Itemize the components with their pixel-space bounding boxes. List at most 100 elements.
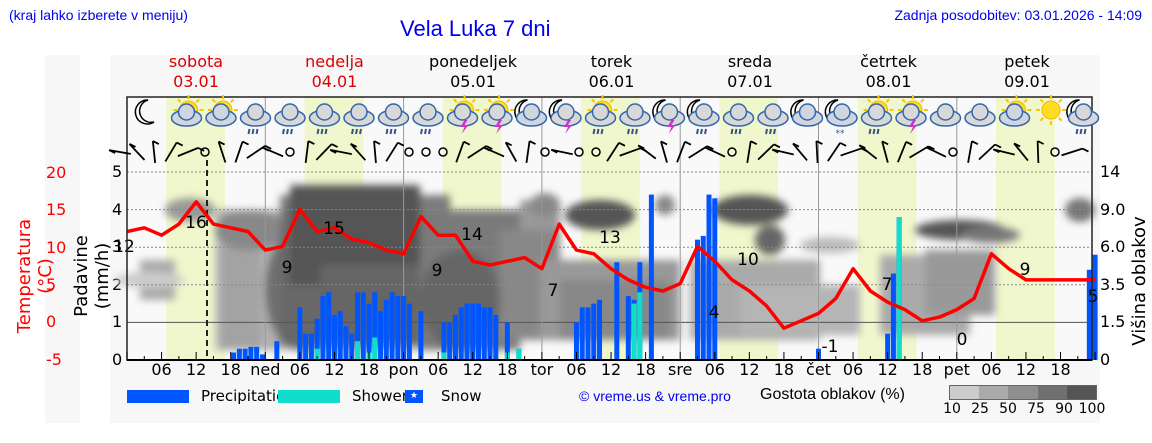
x-tick-label: 06 [427,360,449,379]
day-header-6: petek 09.01 [967,52,1087,92]
last-update: Zadnja posodobitev: 03.01.2026 - 14:09 [894,7,1142,23]
x-tick-label: 18 [497,360,518,379]
cloud-density-tick: 25 [971,401,989,417]
svg-text:16: 16 [185,213,207,233]
day-name: nedelja [305,52,364,71]
day-name: ponedeljek [429,52,517,71]
svg-text:14: 14 [461,225,483,245]
day-name: četrtek [860,52,917,71]
svg-text:7: 7 [548,281,559,301]
x-tick-label: 12 [462,360,483,379]
cloud-density-scale [949,385,1097,400]
x-tick-label: pet [943,360,970,379]
x-tick-label: 06 [842,360,864,379]
x-tick-label: 12 [739,360,760,379]
x-tick-label: 18 [912,360,933,379]
day-date: 08.01 [865,72,912,91]
temp-tick: 20 [46,163,67,182]
x-tick-label: 12 [877,360,898,379]
svg-text:9: 9 [282,258,293,278]
x-tick-label: 18 [220,360,241,379]
svg-text:12: 12 [113,237,135,257]
day-date: 04.01 [311,72,358,91]
precip-tick: 0 [112,349,123,369]
day-name: torek [590,52,633,71]
precipitation-swatch [127,389,189,403]
day-header-4: sreda 07.01 [690,52,810,92]
x-tick-label: sre [667,360,693,379]
cloud-density-tick: 90 [1055,401,1073,417]
temp-tick: 5 [46,274,57,294]
cloud-height-tick: 0 [1100,349,1111,369]
svg-text:9: 9 [1020,260,1031,280]
snow-star-icon: ★ [405,389,423,403]
temp-tick: -5 [46,349,62,369]
wind-barbs-row [108,140,1089,164]
day-date: 09.01 [1004,72,1050,91]
cloud-density-tick: 50 [999,401,1017,417]
x-tick-label: čet [806,360,831,379]
precip-tick: 4 [112,199,123,219]
legend-precipitation: Precipitation [127,387,295,405]
legend-snow: ★ Snow [405,387,481,405]
svg-text:-1: -1 [822,337,839,357]
x-tick-label: 06 [981,360,1002,379]
legend-showers: Showers [278,387,416,405]
temp-axis-panel [45,55,80,423]
svg-text:10: 10 [737,250,759,270]
day-name: sobota [168,52,224,71]
day-date: 07.01 [727,72,773,91]
svg-text:7: 7 [882,275,893,295]
cloud-height-tick: 1.5 [1100,312,1126,331]
x-tick-label: 18 [635,360,656,379]
svg-text:13: 13 [599,228,621,248]
cloud-density-tick: 10 [943,401,961,417]
x-tick-label: 06 [704,360,725,379]
day-date: 03.01 [173,72,219,91]
x-tick-label: tor [530,360,554,379]
cloud-density-tick: 75 [1027,401,1045,417]
svg-text:4: 4 [709,303,720,323]
cloud-height-tick: 9.0 [1100,199,1126,219]
x-tick-label: 06 [566,360,587,379]
page-title: Vela Luka 7 dni [400,16,551,41]
day-header-1: nedelja 04.01 [275,52,395,92]
region-menu-hint[interactable]: (kraj lahko izberete v meniju) [9,7,188,23]
x-tick-label: ned [250,360,281,379]
x-tick-label: 12 [600,360,622,379]
day-header-5: četrtek 08.01 [829,52,949,92]
copyright-link[interactable]: © vreme.us & vreme.pro [579,388,731,404]
cloud-density-label: Gostota oblakov (%) [760,386,905,403]
x-tick-label: 06 [151,360,172,379]
svg-text:**: ** [836,129,846,139]
svg-text:9: 9 [432,261,443,281]
x-tick-label: 06 [289,360,311,379]
day-header-3: torek 06.01 [552,52,672,92]
day-date: 05.01 [450,72,496,91]
temp-tick: 10 [46,237,67,257]
x-tick-label: 18 [358,360,380,379]
svg-text:0: 0 [957,330,968,350]
temp-tick: 0 [46,312,57,332]
x-tick-label: 12 [185,360,207,379]
x-tick-label: 12 [1015,360,1037,379]
showers-swatch [278,389,340,403]
precip-tick: 1 [112,312,123,331]
day-name: sreda [727,52,773,71]
weather-icons-row: ** [134,95,1100,139]
precip-tick: 3 [112,237,123,256]
cloud-height-tick: 14 [1100,162,1121,181]
cloud-density-tick: 100 [1078,401,1106,417]
svg-text:5: 5 [1088,287,1099,307]
x-tick-label: pon [388,360,419,379]
day-header-0: sobota 03.01 [136,52,256,92]
temperature-line [126,200,1096,330]
day-name: petek [1004,52,1050,71]
svg-text:15: 15 [323,219,345,239]
cloud-height-tick: 3.5 [1100,274,1126,294]
precip-tick: 5 [112,162,123,181]
day-header-2: ponedeljek 05.01 [413,52,533,92]
precip-tick: 2 [112,274,123,294]
